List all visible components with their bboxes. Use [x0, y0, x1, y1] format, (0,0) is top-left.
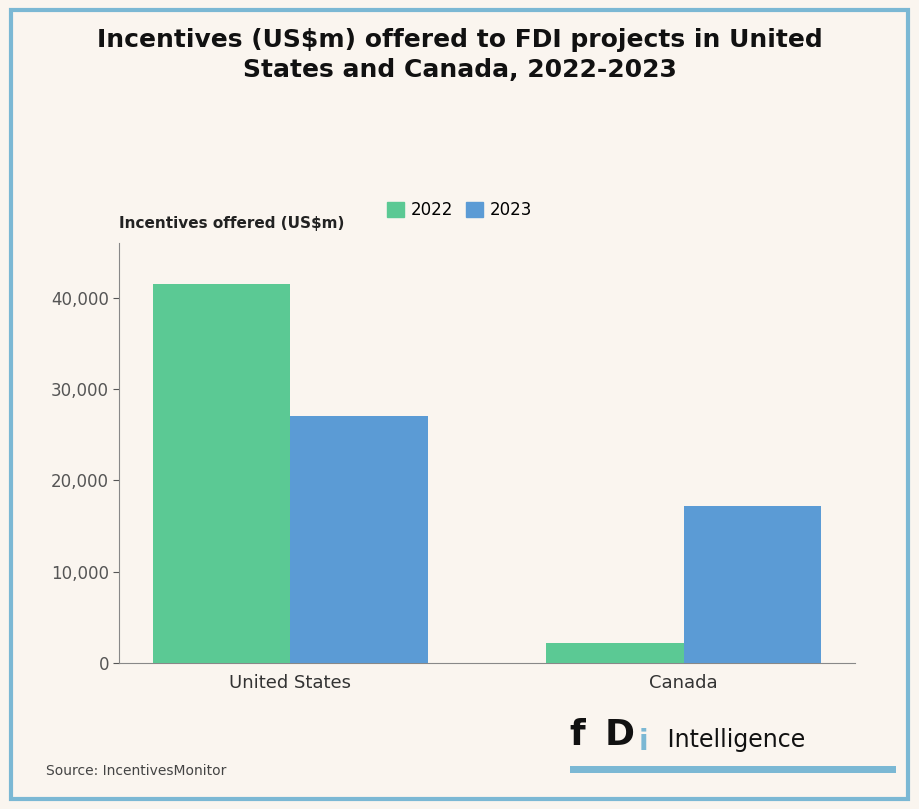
Text: D: D: [605, 718, 635, 752]
Bar: [153, 284, 290, 663]
Legend: 2022, 2023: 2022, 2023: [380, 194, 539, 226]
Text: Incentives offered (US$m): Incentives offered (US$m): [119, 215, 345, 231]
Text: Incentives (US$m) offered to FDI projects in United
States and Canada, 2022-2023: Incentives (US$m) offered to FDI project…: [96, 28, 823, 82]
Bar: [546, 643, 684, 663]
Text: f: f: [570, 718, 585, 752]
Bar: [290, 417, 428, 663]
Text: Intelligence: Intelligence: [660, 728, 805, 752]
Bar: [684, 506, 822, 663]
Text: Source: IncentivesMonitor: Source: IncentivesMonitor: [46, 765, 226, 778]
Text: i: i: [639, 728, 648, 756]
